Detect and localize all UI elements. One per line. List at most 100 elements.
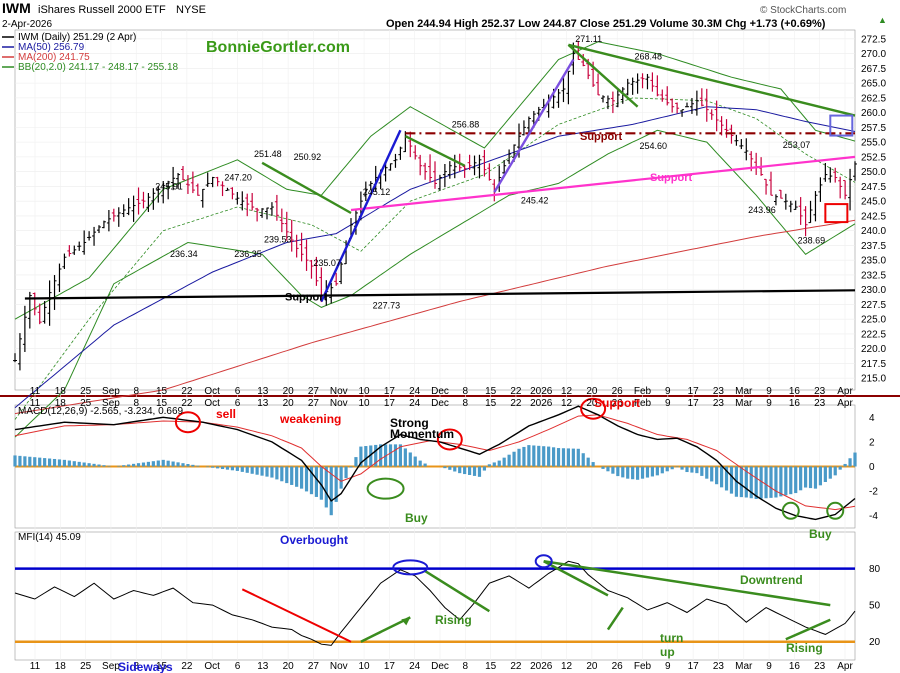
macd-x-tick-label: 25: [80, 398, 92, 409]
macd-label-buy2: Buy: [809, 527, 832, 541]
macd-histogram-bar: [354, 457, 358, 467]
macd-histogram-bar: [304, 466, 309, 492]
mfi-x-tick-label: 23: [814, 661, 826, 672]
price-y-tick-label: 237.5: [861, 241, 886, 252]
macd-histogram-bar: [621, 466, 625, 478]
macd-x-tick-label: 15: [156, 398, 168, 409]
macd-circle-buy: [826, 501, 845, 520]
macd-histogram-bar: [359, 446, 363, 467]
price-y-tick-label: 265.0: [861, 79, 886, 90]
price-y-tick-label: 225.0: [861, 315, 886, 326]
macd-histogram-bar: [571, 448, 575, 467]
macd-histogram-bar: [334, 466, 338, 502]
price-x-tick-label: 10: [359, 386, 371, 397]
macd-histogram-bar: [492, 462, 496, 467]
macd-histogram-bar: [680, 466, 684, 470]
macd-histogram-bar: [122, 465, 126, 467]
mfi-rising-arrow: [360, 616, 411, 643]
price-x-tick-label: 22: [510, 386, 522, 397]
macd-histogram-bar: [270, 466, 274, 478]
support-label-dark: Support: [580, 131, 622, 143]
mfi-y-tick-label: 20: [869, 637, 881, 648]
macd-histogram-bar: [586, 457, 590, 467]
price-y-tick-label: 250.0: [861, 167, 886, 178]
price-y-tick-label: 215.0: [861, 374, 886, 385]
macd-histogram-bar: [28, 456, 32, 467]
trendline-green-4: [567, 43, 639, 108]
macd-histogram-bar: [102, 465, 106, 467]
macd-histogram-bar: [196, 465, 200, 467]
macd-histogram-bar: [329, 466, 333, 516]
price-y-tick-label: 260.0: [861, 108, 886, 119]
macd-histogram-bar: [497, 460, 501, 467]
mfi-x-tick-label: 11: [30, 661, 41, 672]
mfi-x-tick-label: 26: [612, 661, 624, 672]
price-annotation: 227.73: [373, 301, 401, 311]
macd-histogram-bar: [764, 466, 768, 499]
macd-x-tick-label: 23: [713, 398, 725, 409]
macd-x-tick-label: Oct: [204, 398, 220, 409]
price-x-tick-label: Oct: [204, 386, 220, 397]
macd-histogram-bar: [769, 466, 773, 498]
macd-histogram-bar: [655, 466, 659, 476]
macd-x-tick-label: 9: [766, 398, 772, 409]
macd-histogram-bar: [463, 466, 467, 475]
macd-histogram-bar: [92, 463, 96, 467]
price-x-tick-label: 13: [257, 386, 269, 397]
price-annotation: 238.69: [798, 236, 826, 246]
macd-x-tick-label: 16: [789, 398, 801, 409]
price-y-tick-label: 232.5: [861, 270, 886, 281]
macd-histogram-bar: [171, 461, 175, 467]
mfi-overbought-circle: [534, 554, 553, 569]
support-label-black: Support: [285, 291, 327, 303]
macd-histogram-bar: [398, 444, 403, 467]
macd-histogram-bar: [690, 466, 694, 473]
price-x-tick-label: 15: [485, 386, 497, 397]
price-x-tick-label: 8: [463, 386, 469, 397]
price-annotation: 236.34: [170, 249, 198, 259]
mfi-label-up: up: [660, 645, 675, 659]
support-line-magenta: [350, 155, 856, 212]
price-y-tick-label: 235.0: [861, 256, 886, 267]
price-annotation: 239.53: [264, 234, 292, 244]
macd-x-tick-label: 20: [283, 398, 295, 409]
mfi-x-tick-label: 18: [55, 661, 67, 672]
price-y-tick-label: 267.5: [861, 64, 886, 75]
macd-x-tick-label: Feb: [634, 398, 652, 409]
macd-y-tick-label: -4: [869, 511, 878, 522]
price-x-tick-label: Apr: [837, 386, 853, 397]
macd-histogram-bar: [191, 464, 195, 467]
mfi-x-tick-label: 8: [133, 661, 139, 672]
legend-ma200: MA(200) 241.75: [18, 52, 90, 63]
macd-histogram-bar: [364, 446, 368, 467]
mfi-green-line: [424, 569, 491, 613]
macd-histogram-bar: [695, 466, 699, 474]
macd-label-strong: Strong: [390, 416, 429, 430]
ohlc-readout: Open 244.94 High 252.37 Low 244.87 Close…: [386, 18, 826, 30]
price-y-tick-label: 257.5: [861, 123, 886, 134]
macd-histogram-bar: [33, 457, 37, 467]
macd-y-tick-label: 2: [869, 437, 875, 448]
mfi-label-sideways: Sideways: [118, 660, 173, 673]
macd-histogram-bar: [72, 461, 76, 467]
mfi-panel-frame: [14, 531, 856, 661]
price-x-tick-label: 27: [308, 386, 320, 397]
price-annotation: 268.48: [635, 52, 663, 62]
macd-label-weakening: weakening: [279, 412, 341, 426]
mfi-x-tick-label: 22: [510, 661, 522, 672]
trendline-green-2: [404, 135, 466, 167]
macd-histogram-bar: [47, 458, 52, 467]
macd-histogram-bar: [245, 466, 249, 473]
price-x-tick-label: 16: [789, 386, 801, 397]
macd-histogram-bar: [487, 464, 491, 467]
price-y-tick-label: 272.5: [861, 34, 886, 45]
macd-histogram-bar: [779, 466, 783, 497]
background: [0, 29, 900, 661]
macd-histogram-bar: [146, 461, 151, 467]
macd-histogram-bar: [611, 466, 615, 474]
price-annotation: 247.20: [224, 172, 252, 182]
blue-highlight-box: [829, 114, 854, 137]
macd-x-tick-label: 10: [359, 398, 371, 409]
macd-histogram-bar: [82, 462, 86, 467]
watermark: BonnieGortler.com: [206, 39, 350, 56]
